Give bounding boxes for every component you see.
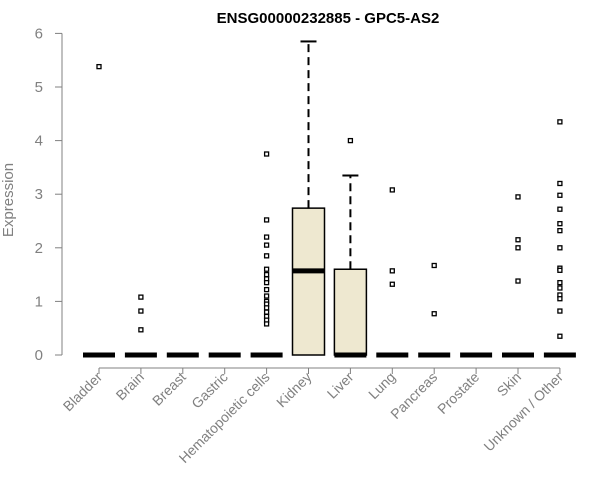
box: [333, 268, 368, 356]
y-axis-label: Expression: [0, 163, 17, 237]
outlier-point: [557, 206, 563, 212]
outlier-point: [515, 194, 521, 200]
box-group: [124, 294, 157, 358]
outlier-point: [263, 309, 270, 315]
outlier-point: [557, 333, 563, 339]
outlier-point: [515, 278, 521, 284]
outlier-point: [389, 187, 395, 193]
outlier-point: [263, 242, 270, 248]
y-tick-label: 6: [35, 25, 43, 42]
outlier-point: [263, 266, 270, 272]
x-tick-label: Bladder: [60, 369, 106, 415]
outlier-point: [263, 253, 270, 259]
outlier-point: [389, 268, 395, 274]
outlier-point: [431, 311, 437, 317]
outlier-point: [96, 63, 102, 70]
box: [291, 207, 326, 356]
box-group: [333, 137, 368, 358]
outlier-point: [557, 180, 563, 187]
box-group: [376, 187, 409, 358]
box-group: [83, 63, 115, 358]
chart-title: ENSG00000232885 - GPC5-AS2: [217, 10, 440, 27]
outlier-point: [263, 293, 270, 299]
outlier-point: [557, 308, 563, 314]
outlier-point: [263, 217, 270, 223]
x-tick-label: Kidney: [273, 369, 315, 411]
y-tick-label: 5: [35, 79, 43, 96]
y-tick-label: 0: [35, 347, 43, 364]
outlier-point: [138, 294, 144, 300]
outlier-point: [557, 221, 563, 227]
outlier-point: [263, 151, 270, 157]
outlier-point: [431, 262, 437, 269]
outlier-point: [557, 119, 563, 125]
outlier-point: [263, 271, 270, 278]
y-tick-label: 2: [35, 240, 43, 257]
outlier-point: [347, 137, 354, 144]
y-tick-label: 1: [35, 293, 43, 310]
x-tick-label: Unknown / Other: [480, 369, 566, 455]
x-tick-label: Pancreas: [387, 369, 440, 422]
outlier-point: [557, 279, 563, 286]
x-tick-label: Lung: [365, 369, 398, 402]
outlier-point: [557, 296, 563, 302]
outlier-point: [557, 285, 563, 291]
outlier-point: [263, 234, 270, 240]
y-axis: 0 1 2 3 4 5 6: [35, 25, 63, 364]
box-group: [502, 194, 534, 358]
outlier-point: [263, 321, 270, 327]
outlier-point: [557, 227, 563, 234]
y-tick-label: 4: [35, 133, 43, 150]
outlier-point: [557, 267, 563, 273]
box-group: [418, 262, 451, 358]
outlier-point: [557, 192, 563, 198]
y-tick-label: 3: [35, 186, 43, 203]
outlier-point: [138, 308, 144, 314]
outlier-point: [557, 245, 563, 251]
x-tick-label: Skin: [494, 369, 525, 400]
box-group: [250, 151, 283, 358]
outlier-point: [515, 245, 521, 251]
x-tick-label: Liver: [324, 369, 357, 402]
plot-area: [83, 40, 576, 358]
outlier-point: [263, 286, 270, 293]
outlier-point: [263, 279, 270, 286]
x-tick-label: Breast: [149, 369, 189, 409]
outlier-point: [515, 237, 521, 243]
outlier-point: [263, 305, 270, 311]
box-group: [543, 119, 576, 358]
x-tick-label: Brain: [113, 369, 147, 403]
x-tick-label: Prostate: [434, 369, 482, 417]
outlier-point: [138, 327, 144, 333]
outlier-point: [389, 281, 395, 287]
box-group: [291, 40, 326, 356]
